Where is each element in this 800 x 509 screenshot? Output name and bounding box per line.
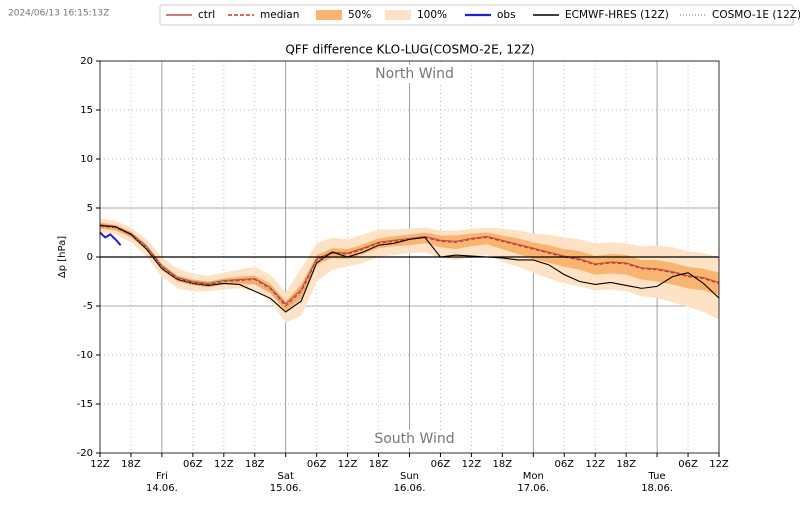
x-tick-label: 18Z: [245, 459, 265, 470]
x-tick-date: 16.06.: [394, 483, 426, 494]
x-tick-date: 17.06.: [517, 483, 549, 494]
band: [100, 218, 719, 323]
y-tick-label: 10: [80, 154, 93, 165]
x-tick-label: 12Z: [709, 459, 729, 470]
plot-frame: [99, 60, 720, 454]
x-tick-label: 18Z: [369, 459, 389, 470]
x-tick-label: 18Z: [493, 459, 513, 470]
y-tick-label: 5: [87, 203, 93, 214]
y-tick-label: -10: [77, 350, 93, 361]
x-tick-label: 12Z: [338, 459, 358, 470]
x-tick-date: 18.06.: [641, 483, 673, 494]
x-tick-date: 14.06.: [146, 483, 178, 494]
y-tick-label: -20: [77, 448, 93, 459]
y-tick-label: 15: [80, 105, 93, 116]
x-tick-label: 12Z: [90, 459, 110, 470]
y-tick-label: 0: [87, 252, 93, 263]
x-tick-label: 06Z: [431, 459, 451, 470]
line-series: [99, 225, 720, 313]
x-tick-label: Sun: [400, 471, 419, 482]
legend-label: 100%: [417, 9, 447, 21]
x-tick-label: 12Z: [585, 459, 605, 470]
annotation-bg: [369, 430, 460, 448]
timestamp: 2024/06/13 16:15:13Z: [8, 9, 109, 19]
legend-swatch: [385, 10, 411, 20]
x-tick-date: 15.06.: [270, 483, 302, 494]
x-tick-label: Mon: [523, 471, 544, 482]
y-tick-label: -15: [77, 399, 93, 410]
x-tick-label: 06Z: [307, 459, 327, 470]
chart-title: QFF difference KLO-LUG(COSMO-2E, 12Z): [285, 43, 534, 57]
x-tick-label: 18Z: [616, 459, 636, 470]
x-tick-label: Tue: [648, 471, 666, 482]
band: [100, 222, 719, 311]
legend-label: median: [260, 9, 299, 21]
y-tick-label: -5: [83, 301, 93, 312]
legend-label: ctrl: [198, 9, 215, 21]
line-series: [99, 231, 122, 246]
legend-label: ECMWF-HRES (12Z): [565, 9, 669, 21]
legend-label: COSMO-1E (12Z): [712, 9, 800, 21]
x-tick-label: 06Z: [554, 459, 574, 470]
legend-label: obs: [497, 9, 516, 21]
x-tick-label: Fri: [156, 471, 168, 482]
x-tick-label: 18Z: [121, 459, 141, 470]
y-axis-label: Δp [hPa]: [57, 236, 68, 278]
x-tick-label: 06Z: [183, 459, 203, 470]
x-tick-label: 12Z: [214, 459, 234, 470]
annotation: South Wind: [374, 431, 454, 447]
x-tick-label: 06Z: [678, 459, 698, 470]
line-series: [99, 226, 333, 309]
x-tick-label: Sat: [277, 471, 293, 482]
x-tick-label: 12Z: [462, 459, 482, 470]
legend-label: 50%: [348, 9, 371, 21]
annotation: North Wind: [375, 66, 454, 82]
legend-swatch: [316, 10, 342, 20]
line-series: [99, 224, 720, 305]
annotation-bg: [369, 65, 460, 83]
y-tick-label: 20: [80, 56, 93, 67]
